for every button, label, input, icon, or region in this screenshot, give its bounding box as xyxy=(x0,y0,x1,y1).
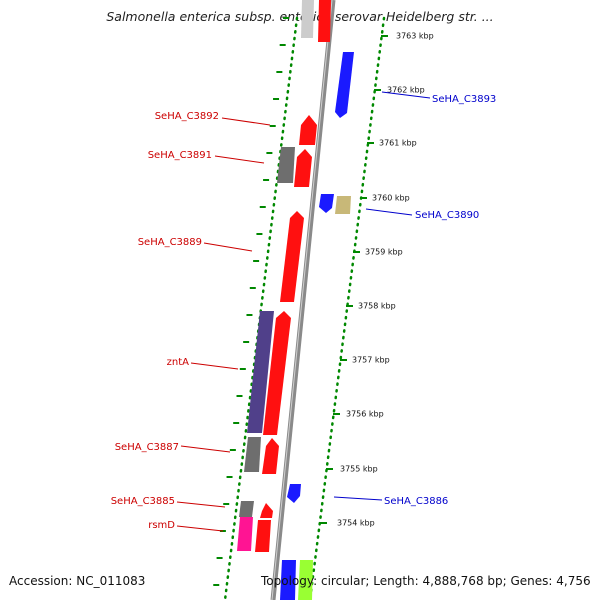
leader-line xyxy=(381,91,431,99)
feature-rsmd xyxy=(237,517,253,551)
backbone-line xyxy=(270,0,336,600)
leader-line xyxy=(203,242,253,252)
feature-top-red xyxy=(318,0,331,42)
gene-label-seha-c3885: SeHA_C3885 xyxy=(111,496,175,507)
feature-seha-c3891-red xyxy=(294,149,312,187)
tick-label-3754: 3754 kbp xyxy=(337,519,375,528)
gene-label-seha-c3889: SeHA_C3889 xyxy=(138,237,202,248)
gene-label-seha-c3886: SeHA_C3886 xyxy=(384,496,448,507)
outer-left-dotted-ring xyxy=(223,16,299,600)
leader-line xyxy=(221,117,271,126)
feature-seha-c3890-tan xyxy=(335,196,351,214)
tick-label-3759: 3759 kbp xyxy=(365,248,403,257)
tick-label-3755: 3755 kbp xyxy=(340,465,378,474)
gene-label-seha-c3887: SeHA_C3887 xyxy=(115,442,179,453)
backbone-highlight xyxy=(271,0,333,600)
leader-line xyxy=(365,208,413,216)
tick-label-3758: 3758 kbp xyxy=(358,302,396,311)
left-tick-dashes xyxy=(213,17,289,586)
feature-rsmd-red xyxy=(255,520,271,552)
feature-seha-c3891-gray xyxy=(277,147,295,183)
feature-seha-c3887-red xyxy=(262,438,279,474)
leader-line xyxy=(176,525,224,532)
feature-seha-c3893 xyxy=(335,52,354,118)
gene-label-seha-c3892: SeHA_C3892 xyxy=(155,111,219,122)
tick-label-3761: 3761 kbp xyxy=(379,139,417,148)
tick-label-3762: 3762 kbp xyxy=(387,86,425,95)
leader-line xyxy=(214,155,265,164)
feature-bottom-blue xyxy=(280,560,296,600)
feature-seha-c3889 xyxy=(280,211,304,302)
feature-top-gray xyxy=(301,0,314,38)
feature-seha-c3892 xyxy=(299,115,317,145)
feature-seha-c3885-gray xyxy=(239,501,254,517)
gene-label-seha-c3893: SeHA_C3893 xyxy=(432,94,496,105)
leader-line xyxy=(190,362,239,370)
gene-label-znta: zntA xyxy=(167,357,190,368)
features xyxy=(237,0,354,600)
leader-line xyxy=(176,501,226,508)
feature-seha-c3885-red xyxy=(260,503,273,518)
feature-seha-c3890-blue xyxy=(319,194,334,213)
tick-label-3760: 3760 kbp xyxy=(372,194,410,203)
outer-right-dotted-ring xyxy=(308,16,386,600)
feature-seha-c3887-gray xyxy=(244,437,261,472)
gene-label-seha-c3890: SeHA_C3890 xyxy=(415,210,479,221)
topology-text: Topology: circular; Length: 4,888,768 bp… xyxy=(261,574,591,588)
accession-text: Accession: NC_011083 xyxy=(9,574,146,588)
map-title: Salmonella enterica subsp. enterica sero… xyxy=(106,9,494,24)
tick-label-3757: 3757 kbp xyxy=(352,356,390,365)
left-gene-labels: SeHA_C3892 SeHA_C3891 SeHA_C3889 zntA Se… xyxy=(111,111,271,532)
leader-line xyxy=(333,496,383,501)
feature-red-long xyxy=(263,311,291,435)
leader-line xyxy=(180,445,231,453)
tick-label-3763: 3763 kbp xyxy=(396,32,434,41)
kbp-ticks: 3763 kbp 3762 kbp 3761 kbp 3760 kbp 3759… xyxy=(320,32,434,528)
feature-znta xyxy=(247,311,274,433)
right-gene-labels: SeHA_C3893 SeHA_C3890 SeHA_C3886 xyxy=(333,91,496,507)
tick-label-3756: 3756 kbp xyxy=(346,410,384,419)
feature-bottom-green xyxy=(298,560,313,600)
gene-label-seha-c3891: SeHA_C3891 xyxy=(148,150,212,161)
gene-label-rsmd: rsmD xyxy=(148,520,175,531)
feature-seha-c3886 xyxy=(287,484,301,503)
